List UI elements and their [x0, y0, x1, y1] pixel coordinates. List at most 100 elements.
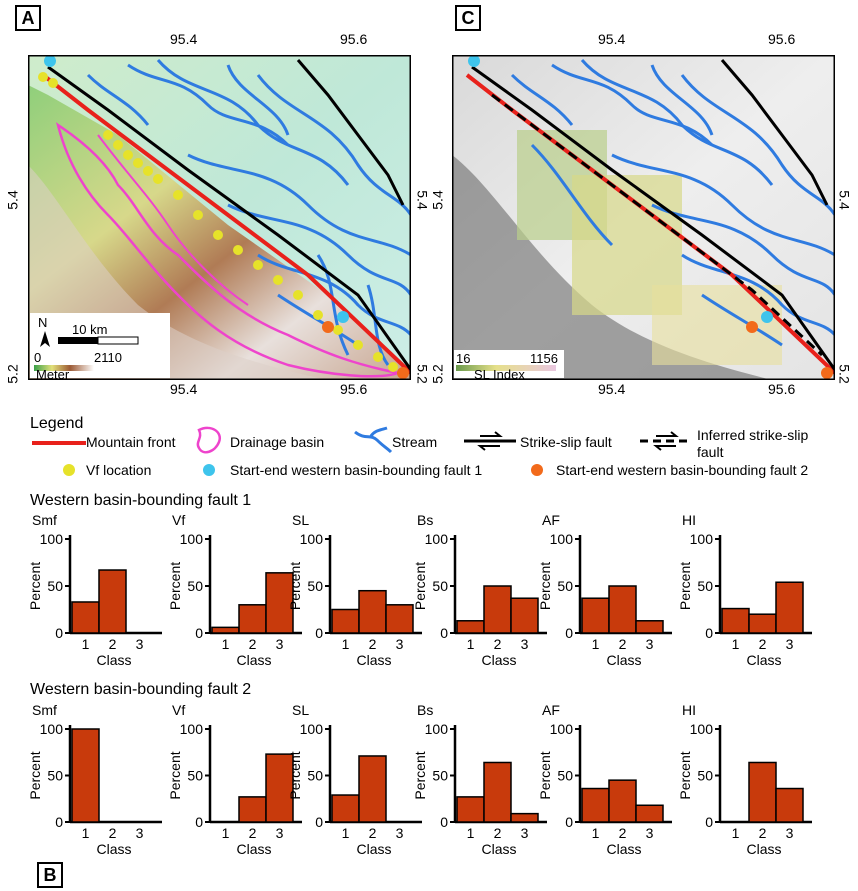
x-tick-label: 3: [521, 825, 529, 841]
bar-class-1: [721, 607, 750, 634]
chart-title: Bs: [417, 512, 433, 528]
strike-slip-fault-east: [720, 59, 829, 206]
map-c-lon-tick: 95.4: [598, 381, 626, 397]
fault1-point-icon: [203, 464, 215, 476]
chart-title: SL: [292, 512, 309, 528]
bar-class-3: [510, 812, 539, 823]
x-axis-label: Class: [606, 652, 641, 668]
y-axis-label: Percent: [287, 751, 303, 799]
map-c-lon-tick: 95.4: [598, 31, 626, 47]
y-tick-label: 0: [565, 814, 573, 830]
inferred-strike-slip-fault: [491, 93, 824, 357]
x-tick-label: 3: [521, 636, 529, 652]
x-axis-label: Class: [236, 652, 271, 668]
x-axis-label: Class: [96, 652, 131, 668]
x-tick-label: 2: [109, 825, 117, 841]
histogram-smf-1: Smf Percent 0 50 100 1 2 3 Class: [27, 512, 162, 668]
x-tick-label: 1: [222, 825, 230, 841]
map-a-lon-tick: 95.4: [170, 31, 198, 47]
x-tick-label: 1: [732, 825, 740, 841]
bar-class-3: [635, 620, 664, 634]
vf-locations: [38, 72, 398, 372]
bar-class-1: [71, 601, 100, 634]
x-tick-label: 1: [592, 636, 600, 652]
x-tick-label: 1: [592, 825, 600, 841]
bar-class-1: [331, 794, 360, 823]
x-axis-label: Class: [356, 841, 391, 857]
x-tick-label: 2: [619, 636, 627, 652]
bar-class-1: [456, 796, 485, 823]
histogram-hi-2: HI Percent 0 50 100 1 2 3 Class: [677, 702, 812, 857]
y-tick-label: 0: [55, 814, 63, 830]
histogram-vf-1: Vf Percent 0 50 100 1 2 3 Class: [167, 512, 302, 668]
fault1-start-point: [468, 55, 480, 67]
elev-unit: Meter: [36, 367, 70, 380]
north-label: N: [38, 315, 47, 330]
map-c-inset: [454, 350, 564, 378]
x-tick-label: 2: [494, 636, 502, 652]
bar-class-3: [775, 581, 804, 634]
y-tick-label: 50: [557, 578, 573, 594]
x-tick-label: 2: [759, 636, 767, 652]
vf-location-icon: [63, 464, 75, 476]
group-title-fault2: Western basin-bounding fault 2: [30, 681, 252, 698]
y-tick-label: 0: [55, 625, 63, 641]
x-tick-label: 2: [249, 825, 257, 841]
map-a-lon-tick: 95.4: [170, 381, 198, 397]
chart-title: HI: [682, 512, 696, 528]
bar-class-2: [238, 796, 267, 823]
map-a: N 10 km 0 2110 Meter: [28, 55, 411, 380]
x-tick-label: 3: [396, 825, 404, 841]
histogram-af-2: AF Percent 0 50 100 1 2 3 Class: [537, 702, 672, 857]
y-tick-label: 100: [300, 721, 324, 737]
y-tick-label: 50: [187, 578, 203, 594]
bar-class-2: [748, 761, 777, 823]
histogram-sl-2: SL Percent 0 50 100 1 2 3 Class: [287, 702, 422, 857]
histogram-smf-2: Smf Percent 0 50 100 1 2 3 Class: [27, 702, 162, 857]
fault2-start-point: [322, 321, 334, 333]
bar-class-1: [581, 597, 610, 634]
scale-bar-white: [97, 336, 139, 345]
chart-title: Vf: [172, 702, 185, 718]
map-a-lon-tick: 95.6: [340, 381, 368, 397]
y-tick-label: 0: [195, 814, 203, 830]
north-arrow-icon: [40, 331, 50, 347]
x-axis-label: Class: [481, 841, 516, 857]
bar-class-1: [331, 608, 360, 634]
bar-class-1: [456, 620, 485, 634]
x-tick-label: 3: [136, 825, 144, 841]
x-tick-label: 2: [494, 825, 502, 841]
x-tick-label: 2: [109, 636, 117, 652]
bar-class-2: [483, 585, 512, 634]
fault2-end-point: [397, 367, 409, 379]
x-tick-label: 2: [369, 636, 377, 652]
y-axis-label: Percent: [287, 562, 303, 610]
bar-class-2: [358, 589, 387, 634]
legend-start-end-2: Start-end western basin-bounding fault 2: [556, 462, 809, 478]
bar-class-2: [608, 779, 637, 823]
mountain-hillshade: [452, 155, 772, 380]
chart-title: Vf: [172, 512, 185, 528]
x-tick-label: 1: [82, 636, 90, 652]
x-tick-label: 3: [136, 636, 144, 652]
y-axis-label: Percent: [677, 751, 693, 799]
y-axis-label: Percent: [537, 562, 553, 610]
sl-label: SL Index: [474, 367, 525, 380]
bar-class-2: [98, 569, 127, 634]
streams: [86, 59, 411, 366]
sl-max: 1156: [530, 351, 558, 366]
x-tick-label: 3: [646, 825, 654, 841]
x-tick-label: 3: [276, 636, 284, 652]
x-tick-label: 1: [467, 636, 475, 652]
mountain-front-icon: [32, 441, 86, 445]
y-tick-label: 100: [550, 531, 574, 547]
y-tick-label: 50: [307, 768, 323, 784]
legend-title: Legend: [30, 415, 84, 432]
x-tick-label: 2: [759, 825, 767, 841]
bar-class-3: [265, 572, 294, 634]
y-tick-label: 0: [315, 625, 323, 641]
bar-class-3: [510, 597, 539, 634]
y-tick-label: 50: [187, 768, 203, 784]
x-axis-label: Class: [356, 652, 391, 668]
